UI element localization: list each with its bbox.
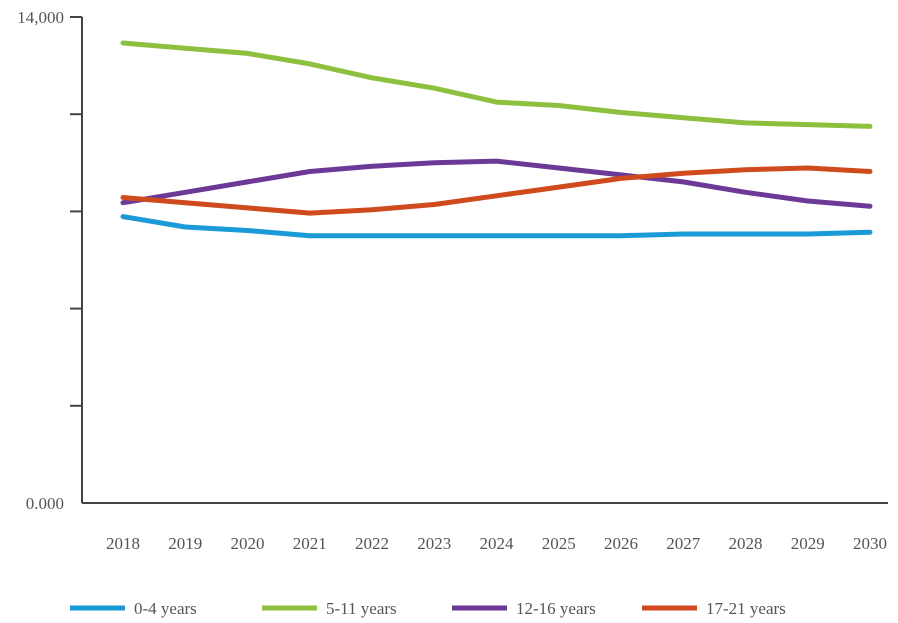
x-tick-label: 2026 xyxy=(604,534,638,553)
series-lines xyxy=(120,40,873,239)
series-line-17-21-years xyxy=(120,165,873,216)
legend-label: 17-21 years xyxy=(706,599,786,618)
y-tick-label: 0.000 xyxy=(26,494,64,513)
y-tick-label: 14,000 xyxy=(17,8,64,27)
x-tick-label: 2027 xyxy=(666,534,701,553)
x-tick-label: 2025 xyxy=(542,534,576,553)
x-tick-label: 2018 xyxy=(106,534,140,553)
x-axis-tick-labels: 2018 2019 2020 2021 2022 2023 2024 2025 2026 2027… xyxy=(106,534,887,553)
series-line-12-16-years xyxy=(120,158,873,209)
legend-label: 5-11 years xyxy=(326,599,397,618)
x-tick-label: 2029 xyxy=(791,534,825,553)
x-tick-label: 2021 xyxy=(293,534,327,553)
x-tick-label: 2024 xyxy=(480,534,515,553)
x-tick-label: 2030 xyxy=(853,534,887,553)
x-tick-label: 2020 xyxy=(231,534,265,553)
series-line-0-4-years xyxy=(120,214,873,239)
x-tick-label: 2022 xyxy=(355,534,389,553)
series-line-5-11-years xyxy=(120,40,873,129)
x-tick-label: 2019 xyxy=(168,534,202,553)
legend-label: 0-4 years xyxy=(134,599,197,618)
legend-label: 12-16 years xyxy=(516,599,596,618)
x-tick-label: 2023 xyxy=(417,534,451,553)
legend: 0-4 years 5-11 years 12-16 years 17-21 year… xyxy=(70,599,786,618)
y-axis-ticks: 0.000 14,000 xyxy=(17,8,82,513)
x-tick-label: 2028 xyxy=(729,534,763,553)
